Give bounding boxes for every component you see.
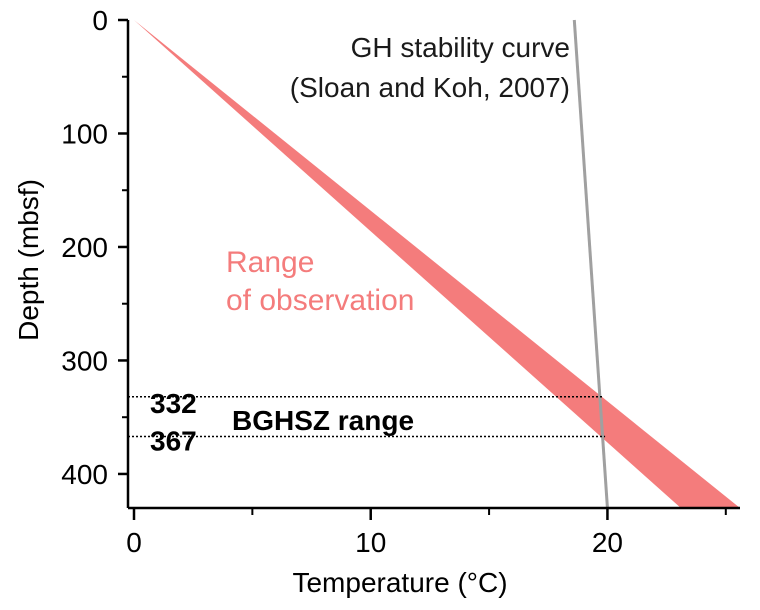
x-tick-label: 20: [592, 527, 623, 558]
range-label-line1: Range: [226, 246, 314, 279]
x-tick-label: 0: [126, 527, 142, 558]
y-ticks: 0 100 200 300 400: [61, 5, 128, 490]
x-ticks: 0 10 20: [126, 508, 727, 558]
y-tick-label: 300: [61, 345, 108, 376]
gh-stability-curve: [572, 19, 609, 509]
gh-curve-label-line1: GH stability curve: [351, 32, 570, 63]
y-tick-label: 400: [61, 459, 108, 490]
x-axis-title: Temperature (°C): [292, 567, 507, 598]
bghsz-top-depth-label: 332: [150, 388, 197, 419]
y-tick-label: 100: [61, 118, 108, 149]
y-tick-label: 200: [61, 232, 108, 263]
bghsz-bottom-depth-label: 367: [150, 426, 197, 457]
y-tick-label: 0: [92, 5, 108, 36]
x-tick-label: 10: [355, 527, 386, 558]
range-label-line2: of observation: [226, 284, 414, 317]
bghsz-range-label: BGHSZ range: [232, 405, 414, 436]
gh-curve-label-line2: (Sloan and Koh, 2007): [290, 72, 570, 103]
y-axis-title: Depth (mbsf): [13, 179, 44, 341]
observation-range-band: [134, 20, 740, 508]
